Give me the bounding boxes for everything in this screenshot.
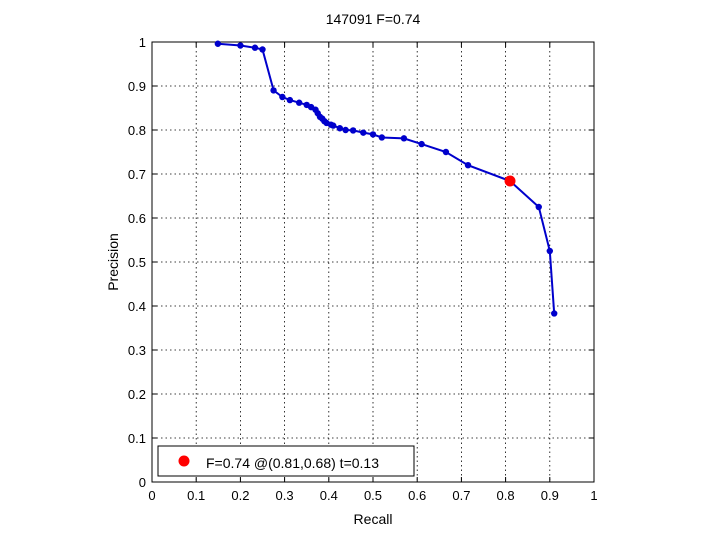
data-point [279, 93, 286, 101]
y-tick-label: 0.9 [128, 79, 146, 94]
chart-title: 147091 F=0.74 [326, 11, 421, 27]
grid-lines [152, 42, 594, 482]
x-tick-label: 0.1 [187, 488, 205, 503]
x-tick-label: 0.9 [541, 488, 559, 503]
y-tick-label: 0.5 [128, 255, 146, 270]
best-f-point [504, 175, 516, 187]
data-point [418, 140, 425, 148]
data-point [349, 127, 357, 134]
y-tick-label: 0.7 [128, 167, 146, 182]
data-point [237, 42, 244, 49]
legend-box: F=0.74 @(0.81,0.68) t=0.13 [157, 445, 415, 477]
data-point [442, 148, 450, 156]
y-tick-label: 0.1 [128, 431, 146, 446]
x-tick-label: 0.2 [231, 488, 249, 503]
data-point [342, 126, 349, 134]
legend-marker [178, 455, 190, 467]
y-tick-label: 0.4 [128, 299, 146, 314]
data-point [546, 247, 553, 255]
y-tick-label: 1 [139, 35, 146, 50]
y-tick-label: 0 [139, 475, 146, 490]
legend-frame [157, 445, 415, 477]
x-tick-label: 0.3 [276, 488, 294, 503]
x-tick-label: 0.5 [364, 488, 382, 503]
data-point [535, 203, 542, 211]
data-point [214, 40, 222, 47]
series-line [217, 42, 556, 314]
y-tick-label: 0.2 [128, 387, 146, 402]
x-tick-label: 1 [590, 488, 597, 503]
data-point [551, 310, 558, 317]
x-tick-label: 0.8 [497, 488, 515, 503]
data-point [270, 87, 277, 94]
data-point [251, 44, 259, 51]
data-point [400, 135, 408, 142]
y-axis-label: Precision [105, 233, 121, 291]
data-point [336, 125, 344, 132]
data-point [295, 99, 303, 106]
y-tick-label: 0.6 [128, 211, 146, 226]
data-point [286, 96, 294, 104]
y-tick-label: 0.3 [128, 343, 146, 358]
x-tick-label: 0.7 [452, 488, 470, 503]
axis-ticks: 0 0.1 0.2 0.3 0.4 0.5 0.6 0.7 0.8 0.9 1 0 0.1 0.2 0.3 0… [128, 35, 598, 503]
data-point [369, 131, 377, 138]
data-point [378, 134, 386, 141]
series-layer [214, 40, 558, 317]
data-point [330, 122, 337, 129]
y-tick-label: 0.8 [128, 123, 146, 138]
x-tick-label: 0 [148, 488, 155, 503]
x-axis-label: Recall [354, 511, 393, 527]
legend-label: F=0.74 @(0.81,0.68) t=0.13 [206, 455, 379, 471]
data-point [259, 46, 266, 53]
data-point [464, 162, 472, 169]
x-tick-label: 0.6 [408, 488, 426, 503]
x-tick-label: 0.4 [320, 488, 338, 503]
data-point [360, 129, 367, 136]
